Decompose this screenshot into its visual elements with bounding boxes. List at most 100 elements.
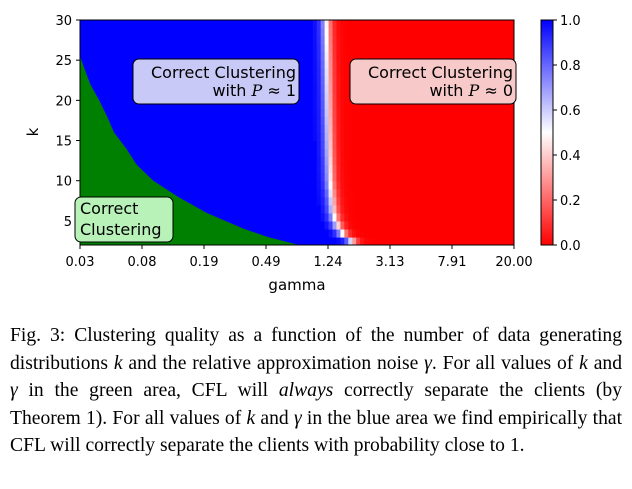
heatmap-cell [356,204,361,214]
heatmap-cell [458,100,464,109]
heatmap-cell [466,228,472,238]
heatmap-cell [431,196,436,206]
heatmap-cell [391,20,397,29]
heatmap-cell [462,220,468,230]
heatmap-cell [364,108,369,118]
heatmap-cell [336,92,341,101]
heatmap-cell [387,156,393,166]
heatmap-cell [360,124,365,134]
heatmap-cell [510,100,514,109]
heatmap-cell [316,124,322,134]
heatmap-cell [403,108,409,118]
heatmap-cell [356,116,361,126]
heatmap-cell [375,116,381,126]
heatmap-cell [423,228,428,238]
heatmap-cell [458,164,464,174]
heatmap-cell [423,188,428,198]
heatmap-cell [490,132,495,142]
heatmap-cell [419,52,424,61]
heatmap-cell [356,108,361,118]
heatmap-cell [431,212,436,222]
heatmap-cell [498,116,503,126]
heatmap-cell [340,76,345,85]
heatmap-cell [356,36,361,45]
heatmap-cell [415,196,420,206]
heatmap-cell [419,228,424,238]
annotation-box [349,58,517,105]
heatmap-cell [478,36,484,45]
heatmap-cell [482,196,487,206]
heatmap-cell [474,44,480,53]
heatmap-cell [442,172,448,182]
heatmap-cell [474,196,480,206]
heatmap-cell [470,204,476,214]
colorbar-tick-label: 0.4 [560,149,581,164]
heatmap-cell [371,172,377,182]
heatmap-cell [502,236,507,245]
heatmap-cell [403,44,409,53]
heatmap-cell [435,108,440,118]
heatmap-cell [510,108,514,118]
heatmap-cell [439,148,444,158]
heatmap-cell [332,172,338,182]
heatmap-cell [462,132,468,142]
heatmap-cell [328,212,334,222]
heatmap-cell [320,172,326,182]
heatmap-cell [423,20,428,29]
heatmap-cell [391,156,397,166]
heatmap-cell [395,180,401,190]
heatmap-cell [383,204,389,214]
heatmap-cell [419,124,424,134]
heatmap-cell [502,36,507,45]
heatmap-cell [312,92,318,101]
heatmap-cell [506,36,511,45]
heatmap-cell [360,20,365,29]
heatmap-cell [482,156,487,166]
heatmap-cell [399,124,405,134]
heatmap-cell [431,52,436,61]
heatmap-cell [320,60,326,69]
heatmap-cell [403,180,409,190]
annotation-line: with P ≈ 0 [429,81,513,100]
heatmap-cell [446,228,452,238]
heatmap-cell [439,108,444,118]
y-axis-label: k [24,127,42,136]
heatmap-cell [324,36,330,45]
heatmap-cell [344,164,349,174]
heatmap-cell [490,204,495,214]
heatmap-cell [348,28,353,37]
heatmap-cell [399,44,405,53]
heatmap-cell [466,164,472,174]
heatmap-cell [462,228,468,238]
heatmap-cell [348,108,353,118]
heatmap-cell [379,140,385,150]
heatmap-cell [391,236,397,245]
heatmap-cell [490,196,495,206]
heatmap-cell [312,116,318,126]
heatmap-cell [352,20,357,29]
heatmap-cell [470,20,476,29]
heatmap-cell [399,132,405,142]
heatmap-cell [458,36,464,45]
heatmap-cell [364,204,369,214]
heatmap-cell [427,108,432,118]
heatmap-cell [494,228,499,238]
heatmap-cell [498,36,503,45]
heatmap-cell [379,196,385,206]
heatmap-cell [502,100,507,109]
heatmap-cell [336,156,341,166]
heatmap-cell [498,188,503,198]
heatmap-cell [478,212,484,222]
heatmap-cell [446,108,452,118]
heatmap-cell [407,108,413,118]
heatmap-cell [364,236,369,245]
heatmap-cell [371,180,377,190]
heatmap-cell [415,28,420,37]
annotation-line: Clustering [80,220,162,239]
heatmap-cell [352,196,357,206]
heatmap-cell [379,52,385,61]
heatmap-cell [324,20,330,29]
heatmap-cell [312,36,318,45]
heatmap-cell [474,36,480,45]
heatmap-cell [510,204,514,214]
